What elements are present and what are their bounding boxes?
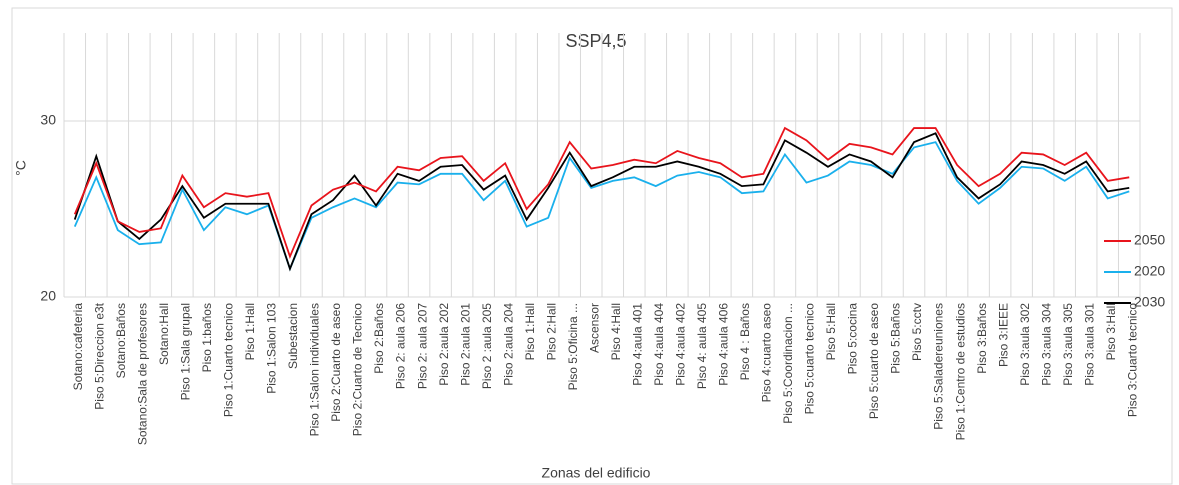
x-tick-label: Piso 2:Cuarto de Tecnico	[351, 303, 365, 437]
x-axis-label: Zonas del edificio	[542, 465, 651, 481]
x-tick-label: Sotano:Hall	[157, 303, 171, 365]
chart-title: SSP4,5	[565, 31, 626, 51]
legend-label: 2020	[1134, 263, 1165, 279]
x-tick-label: Piso 1:Hall	[523, 303, 537, 360]
x-tick-label: Piso 3:IEEE	[996, 303, 1010, 367]
x-tick-label: Piso 2:Baños	[372, 303, 386, 374]
legend-label: 2050	[1134, 232, 1165, 248]
x-tick-label: Piso 3:aula 304	[1039, 303, 1053, 386]
x-tick-label: Sotano:Sala de profesores	[135, 303, 149, 445]
x-tick-label: Piso 3:Hall	[1104, 303, 1118, 360]
x-tick-label: Piso 1:Salon individuales	[308, 303, 322, 436]
x-tick-label: Piso 1:baños	[200, 303, 214, 372]
chart-frame	[11, 7, 1173, 485]
x-tick-label: Piso 5:cocina	[846, 303, 860, 375]
x-tick-label: Piso 3:aula 302	[1018, 303, 1032, 386]
x-tick-label: Piso 5:cuarto de aseo	[867, 303, 881, 419]
x-tick-label: Piso 5:Oficina ...	[566, 303, 580, 390]
x-tick-label: Piso 4:aula 406	[717, 303, 731, 386]
x-tick-label: Piso 2: aula 207	[415, 303, 429, 389]
series-line	[73, 141, 1130, 272]
x-tick-label: Piso 4:aula 401	[630, 303, 644, 386]
x-tick-label: Piso 2:aula 204	[501, 303, 515, 386]
series-line	[73, 126, 1130, 260]
x-tick-label: Piso 3:aula 305	[1061, 303, 1075, 386]
legend-label: 2030	[1134, 294, 1165, 310]
x-tick-label: Piso 2:aula 201	[458, 303, 472, 386]
x-tick-label: Piso 5:cctv	[910, 303, 924, 361]
x-tick-label: Piso 5:cuarto tecnico	[803, 303, 817, 415]
x-tick-label: Piso 1:Centro de estudios	[953, 303, 967, 440]
y-tick-label: 20	[40, 288, 56, 304]
series-line	[73, 132, 1130, 272]
x-tick-label: Sotano:Baños	[114, 303, 128, 378]
x-tick-label: Piso 2:Cuarto de aseo	[329, 303, 343, 422]
x-tick-label: Piso 1:Sala grupal	[179, 303, 193, 400]
x-tick-label: Piso 5:Direccion e3t	[92, 302, 106, 409]
x-tick-label: Piso 5:Coordinacion ...	[781, 303, 795, 424]
x-tick-label: Piso 1:Hall	[243, 303, 257, 360]
x-tick-label: Piso 5:Baños	[889, 303, 903, 374]
x-tick-label: Piso 1:Salon 103	[265, 303, 279, 394]
x-tick-label: Piso 4: aula 405	[695, 303, 709, 389]
x-tick-label: Piso 3:Cuarto tecnico	[1125, 303, 1139, 417]
x-tick-label: Piso 5:Hall	[824, 303, 838, 360]
y-tick-label: 30	[40, 112, 56, 128]
x-tick-label: Piso 4:aula 404	[652, 303, 666, 386]
x-tick-label: Piso 5:Saladereuniones	[932, 303, 946, 430]
x-tick-label: Piso 4 : Baños	[738, 303, 752, 380]
x-tick-label: Ascensor	[587, 303, 601, 353]
x-tick-label: Piso 4:aula 402	[673, 303, 687, 386]
x-tick-label: Piso 2: aula 206	[394, 303, 408, 389]
x-tick-label: Piso 4:cuarto aseo	[760, 303, 774, 403]
x-tick-label: Piso 2:Hall	[544, 303, 558, 360]
x-tick-label: Sotano:cafeteria	[71, 303, 85, 391]
x-tick-label: Piso 2:aula 202	[437, 303, 451, 386]
x-tick-label: Piso 2 :aula 205	[480, 303, 494, 389]
y-axis-label: °C	[13, 160, 29, 176]
x-tick-label: Piso 3:aula 301	[1082, 303, 1096, 386]
x-tick-label: Piso 3:Baños	[975, 303, 989, 374]
x-tick-label: Subestacion	[286, 303, 300, 369]
x-tick-label: Piso 1:Cuarto tecnico	[222, 303, 236, 417]
x-tick-label: Piso 4:Hall	[609, 303, 623, 360]
